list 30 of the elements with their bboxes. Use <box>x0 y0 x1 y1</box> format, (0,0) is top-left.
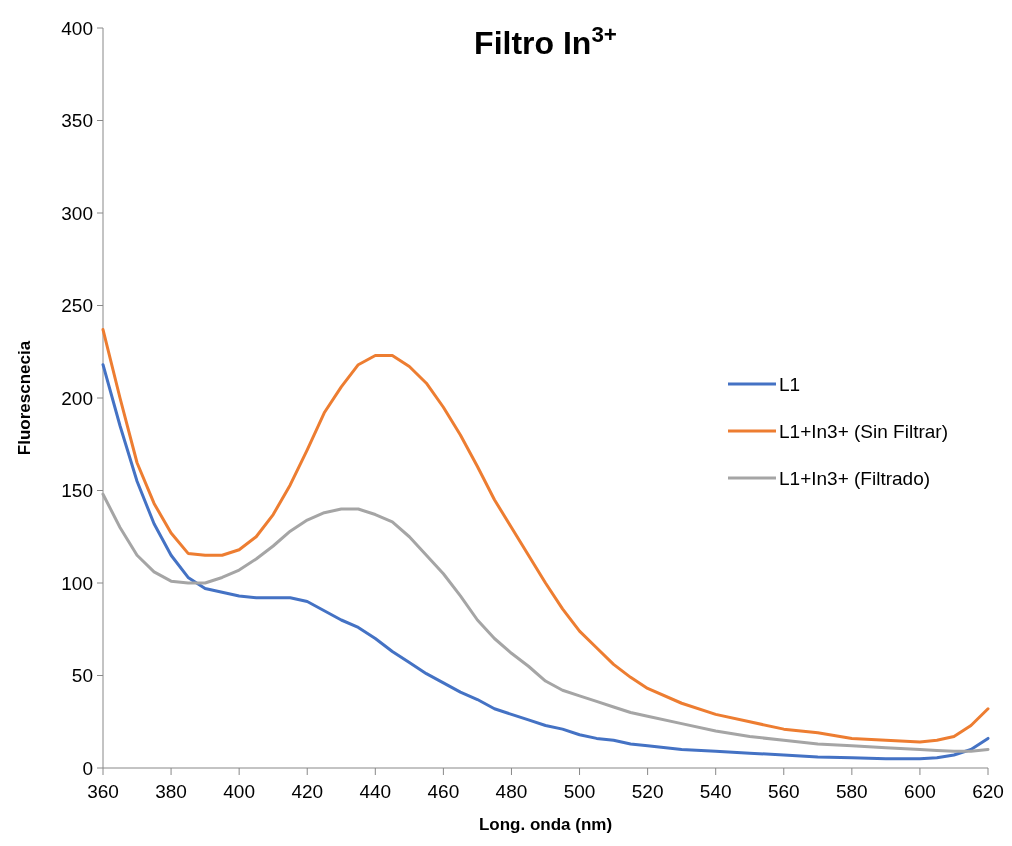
y-tick-label: 100 <box>61 572 93 594</box>
line-series <box>101 492 990 753</box>
x-tick-label: 500 <box>563 781 596 802</box>
legend-label: L1+In3+ (Filtrado) <box>779 467 931 489</box>
x-tick-label: 540 <box>699 781 732 802</box>
x-tick-label: 440 <box>359 781 392 802</box>
chart-title: Filtro In$^{3+}$ <box>474 21 617 61</box>
legend-label: L1+In3+ (Sin Filtrar) <box>779 420 948 442</box>
x-tick-label: 420 <box>291 781 324 802</box>
x-tick-label: 580 <box>835 781 868 802</box>
x-tick-label: 460 <box>427 781 460 802</box>
y-tick-label: 200 <box>61 387 93 409</box>
y-tick-label: 400 <box>61 17 93 39</box>
y-tick-label: 0 <box>82 757 93 779</box>
x-tick-label: 520 <box>631 781 664 802</box>
x-tick-label: 400 <box>223 781 256 802</box>
y-tick-label: 250 <box>61 295 93 317</box>
x-tick-label: 600 <box>904 781 936 802</box>
y-tick-label: 350 <box>61 110 93 132</box>
y-axis-title: Fluorescnecia <box>15 340 34 456</box>
x-tick-label: 620 <box>972 781 1004 802</box>
x-axis-title: Long. onda (nm) <box>478 815 613 834</box>
x-tick-label: 380 <box>155 781 187 802</box>
y-tick-label: 50 <box>71 665 93 687</box>
y-tick-label: 150 <box>61 480 93 502</box>
x-tick-label: 480 <box>495 781 528 802</box>
y-tick-label: 300 <box>61 202 93 224</box>
x-tick-label: 360 <box>87 781 119 802</box>
x-tick-label: 560 <box>767 781 800 802</box>
legend-label: L1 <box>779 373 801 395</box>
